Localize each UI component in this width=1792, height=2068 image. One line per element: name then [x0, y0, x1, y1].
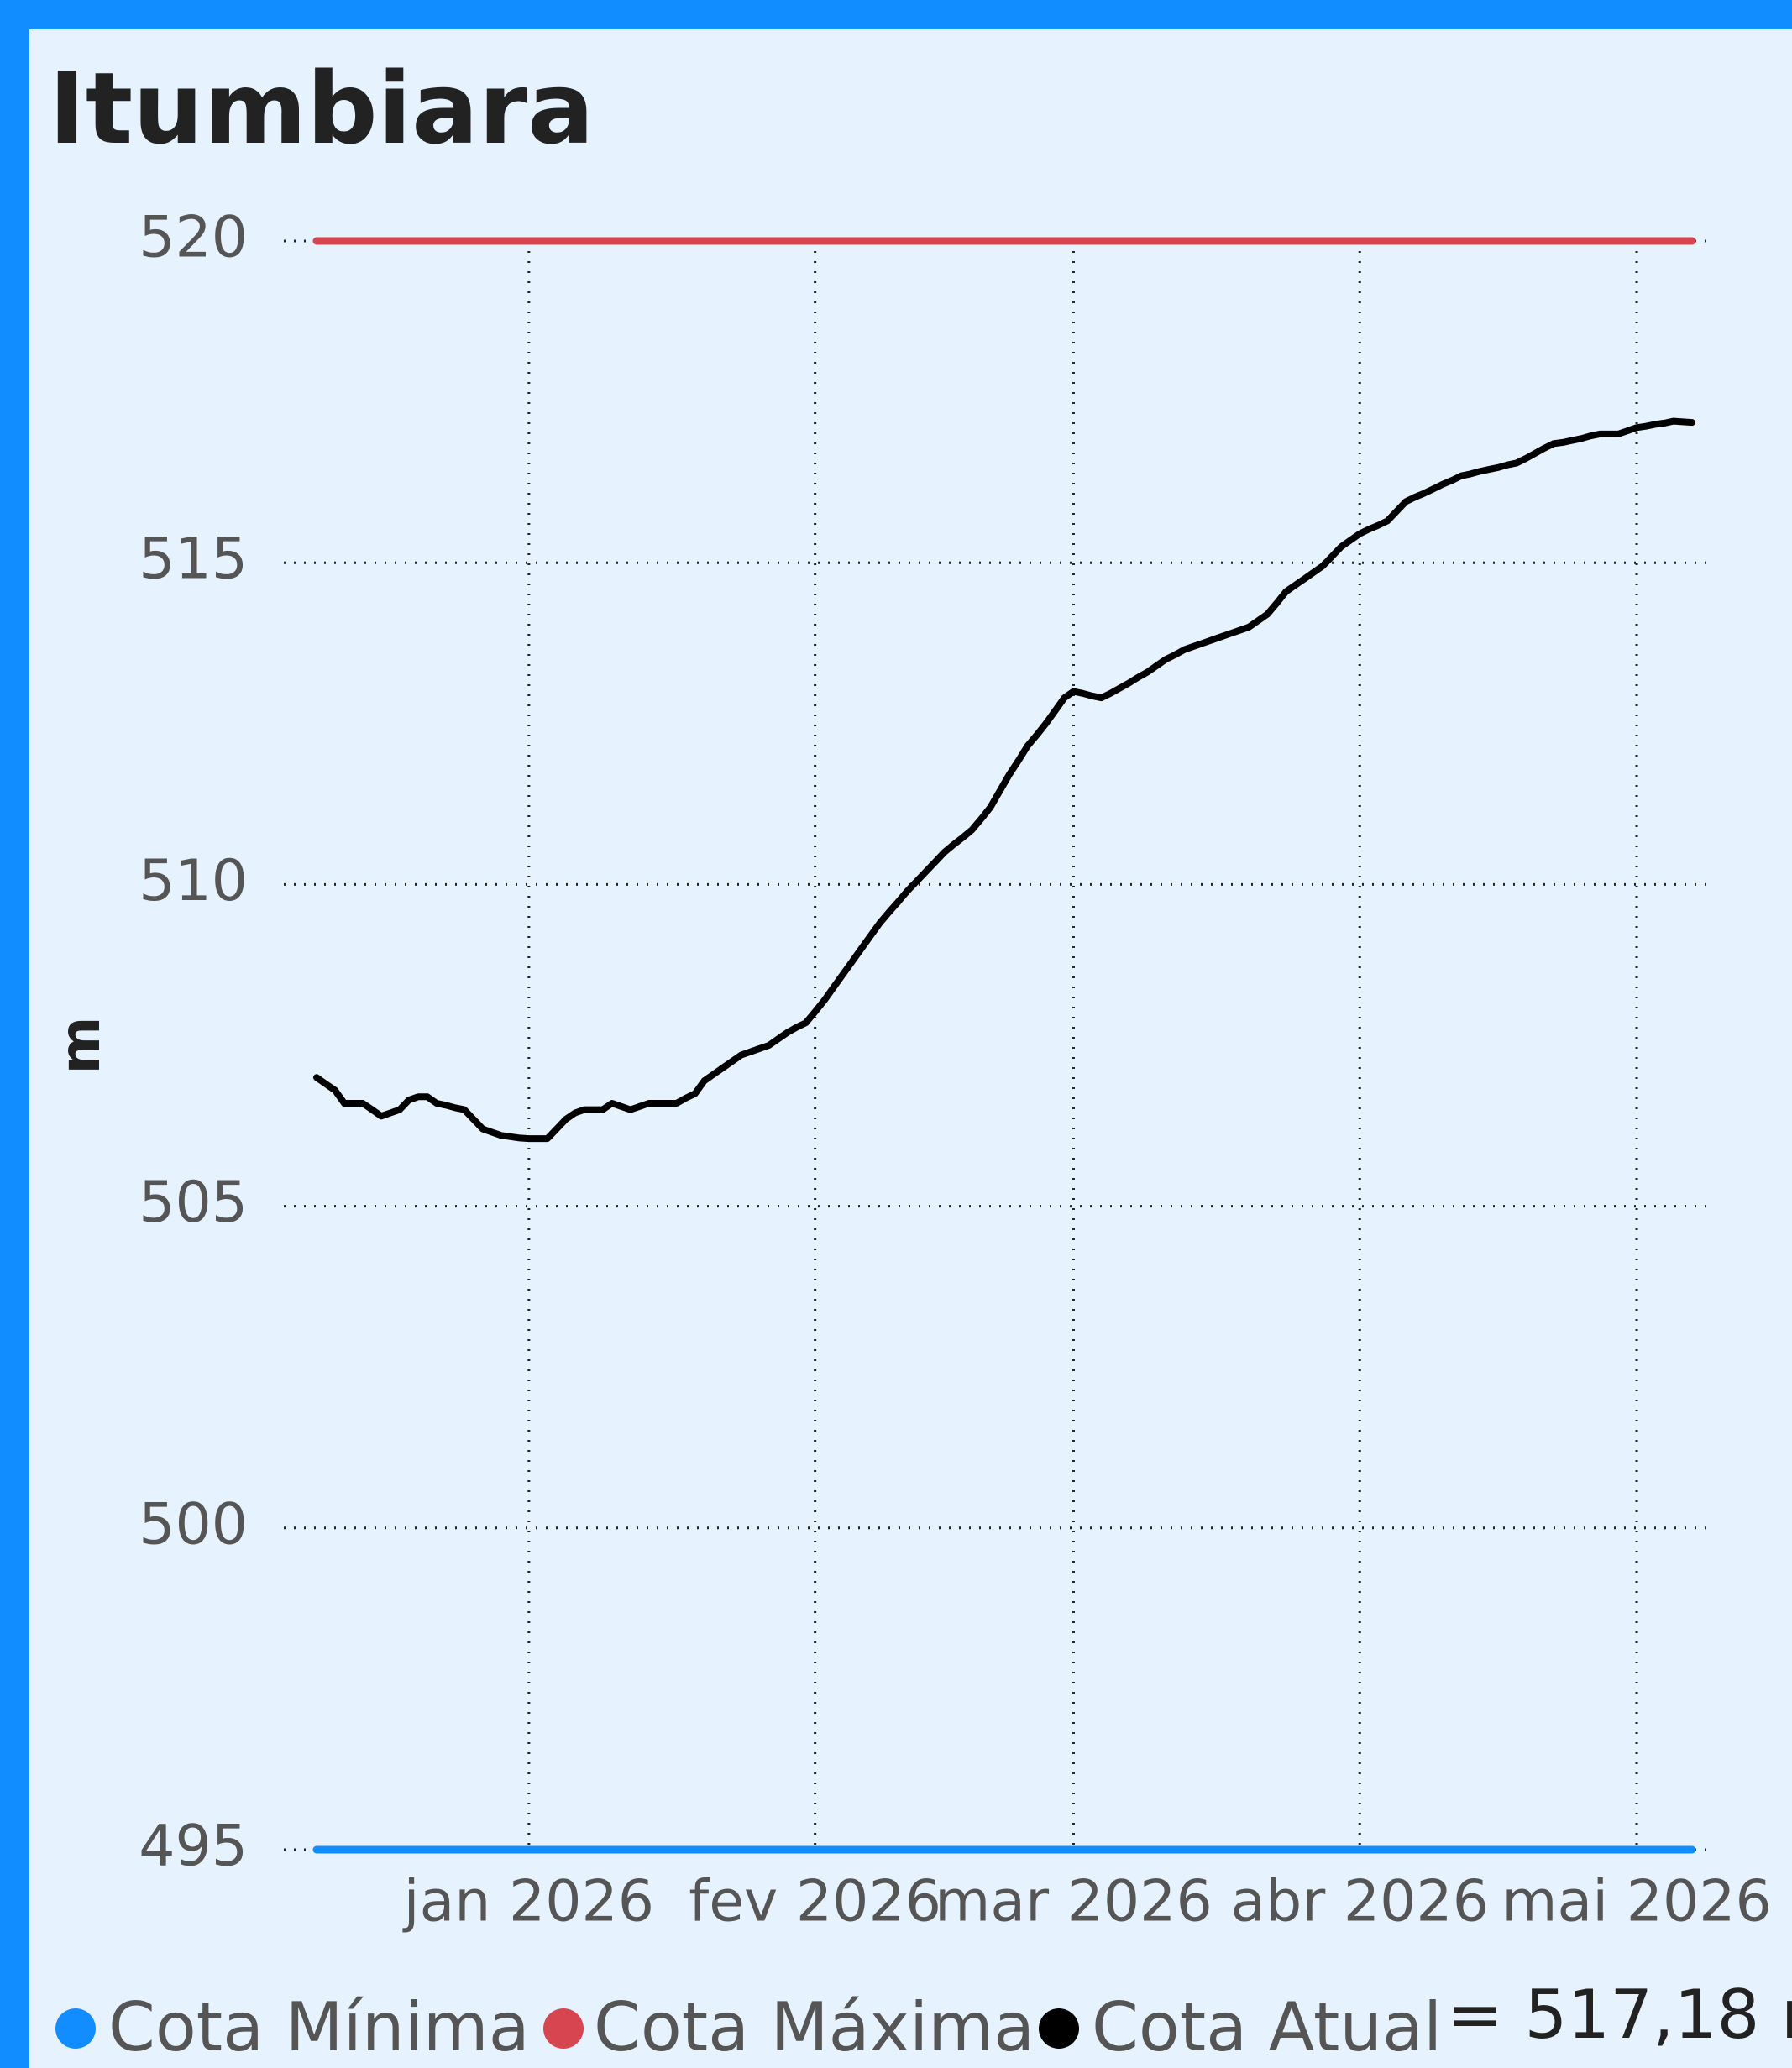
y-tick-label: 520: [139, 205, 248, 271]
y-tick-label: 500: [139, 1491, 248, 1558]
card-background: [29, 29, 1792, 2068]
x-tick-label: fev 2026: [689, 1869, 941, 1935]
x-tick-label: jan 2026: [402, 1869, 654, 1935]
annotation: = 517,18 m: [1447, 1976, 1792, 2054]
legend-marker: [55, 2008, 96, 2049]
x-tick-label: mar 2026: [935, 1869, 1213, 1935]
y-tick-label: 515: [139, 526, 248, 593]
x-tick-label: mai 2026: [1501, 1869, 1771, 1935]
chart-title: Itumbiara: [49, 50, 595, 166]
x-tick-label: abr 2026: [1231, 1869, 1489, 1935]
y-axis-label: m: [48, 1017, 113, 1075]
legend-label: Cota Atual: [1092, 1988, 1442, 2066]
legend-marker: [543, 2008, 584, 2049]
legend-label: Cota Mínima: [108, 1988, 530, 2066]
legend-marker: [1039, 2008, 1079, 2049]
y-tick-label: 510: [139, 848, 248, 914]
y-tick-label: 495: [139, 1814, 248, 1880]
y-tick-label: 505: [139, 1170, 248, 1236]
legend-label: Cota Máxima: [594, 1988, 1035, 2066]
series-line: [313, 417, 1695, 1143]
